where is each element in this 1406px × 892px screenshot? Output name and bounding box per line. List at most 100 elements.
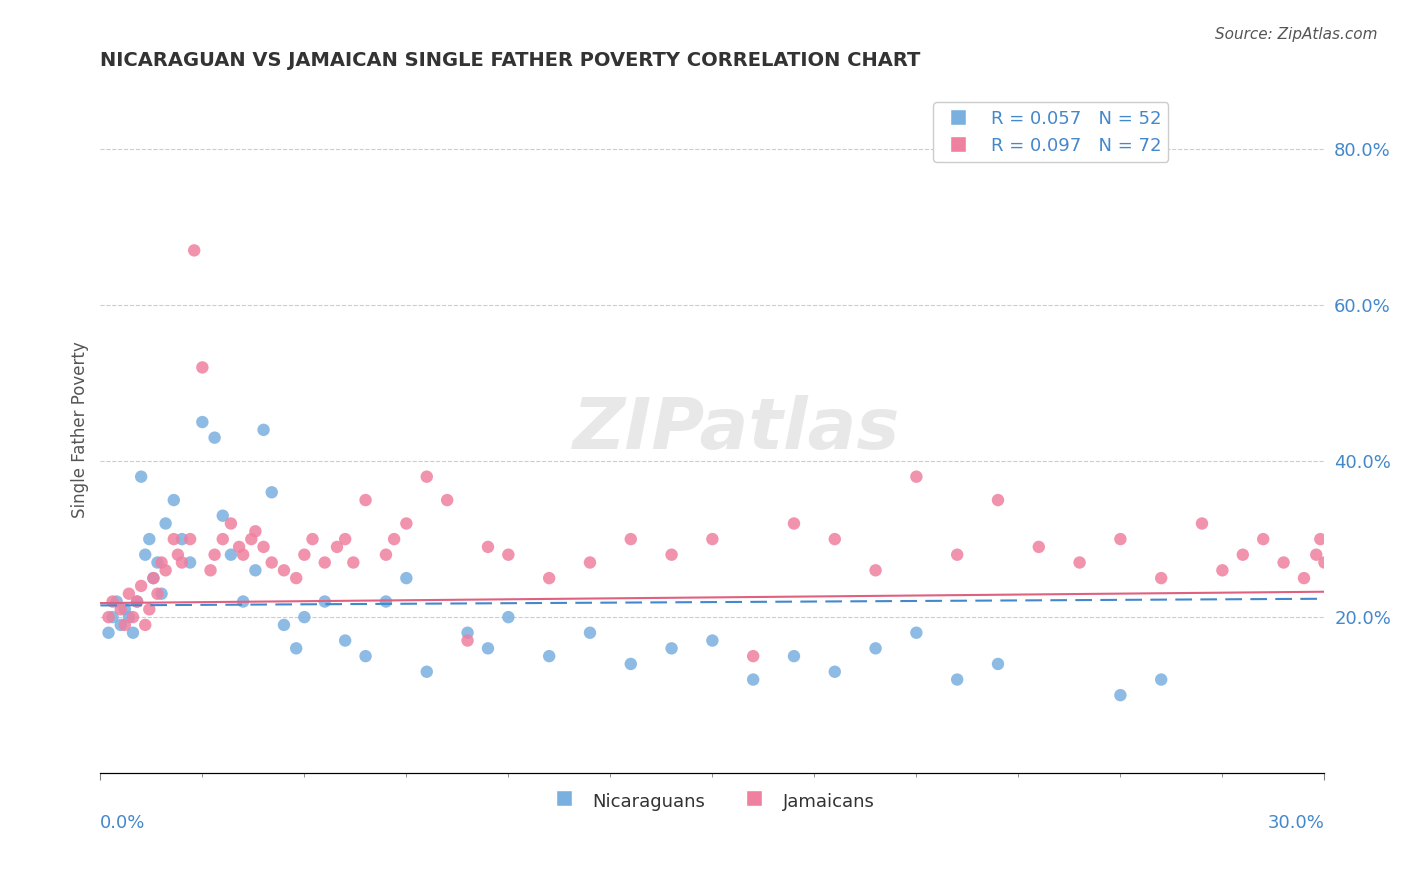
Point [1272, 556, 1295, 570]
Point [125, 594, 148, 608]
Point [498, 610, 520, 624]
Point [742, 649, 765, 664]
Point [436, 493, 458, 508]
Point [219, 548, 242, 562]
Point [122, 610, 145, 624]
Point [170, 556, 193, 570]
Legend: Nicaraguans, Jamaicans: Nicaraguans, Jamaicans [543, 782, 882, 819]
Text: ZIPatlas: ZIPatlas [574, 395, 901, 465]
Point [211, 532, 233, 546]
Point [204, 431, 226, 445]
Point [375, 594, 398, 608]
Point [146, 556, 169, 570]
Point [232, 548, 254, 562]
Point [155, 563, 177, 577]
Point [314, 556, 336, 570]
Point [1150, 673, 1173, 687]
Point [245, 524, 267, 539]
Point [142, 571, 165, 585]
Point [742, 673, 765, 687]
Point [219, 516, 242, 531]
Point [273, 618, 295, 632]
Point [342, 556, 364, 570]
Point [382, 532, 405, 546]
Point [252, 423, 274, 437]
Point [1109, 688, 1132, 702]
Point [395, 571, 418, 585]
Text: 30.0%: 30.0% [1268, 814, 1324, 832]
Point [101, 594, 124, 608]
Point [987, 657, 1010, 671]
Point [395, 516, 418, 531]
Point [326, 540, 349, 554]
Point [1292, 571, 1315, 585]
Point [620, 657, 643, 671]
Point [183, 244, 205, 258]
Point [211, 508, 233, 523]
Point [101, 610, 124, 624]
Point [204, 548, 226, 562]
Point [232, 594, 254, 608]
Point [354, 649, 377, 664]
Point [1309, 532, 1331, 546]
Point [702, 633, 724, 648]
Point [114, 602, 136, 616]
Point [824, 532, 846, 546]
Point [477, 540, 499, 554]
Text: NICARAGUAN VS JAMAICAN SINGLE FATHER POVERTY CORRELATION CHART: NICARAGUAN VS JAMAICAN SINGLE FATHER POV… [100, 51, 921, 70]
Point [1232, 548, 1254, 562]
Point [661, 641, 683, 656]
Y-axis label: Single Father Poverty: Single Father Poverty [72, 342, 89, 518]
Point [179, 556, 201, 570]
Point [946, 548, 969, 562]
Point [200, 563, 222, 577]
Point [354, 493, 377, 508]
Point [301, 532, 323, 546]
Point [579, 556, 602, 570]
Point [824, 665, 846, 679]
Point [538, 649, 561, 664]
Point [142, 571, 165, 585]
Point [179, 532, 201, 546]
Point [905, 625, 928, 640]
Point [118, 610, 141, 624]
Point [110, 618, 132, 632]
Point [905, 469, 928, 483]
Point [498, 548, 520, 562]
Point [228, 540, 250, 554]
Point [191, 360, 214, 375]
Point [273, 563, 295, 577]
Point [240, 532, 263, 546]
Point [1109, 532, 1132, 546]
Point [97, 610, 120, 624]
Point [170, 532, 193, 546]
Point [97, 625, 120, 640]
Point [1028, 540, 1050, 554]
Point [110, 602, 132, 616]
Point [134, 548, 156, 562]
Point [865, 641, 887, 656]
Point [1305, 548, 1327, 562]
Point [661, 548, 683, 562]
Point [134, 618, 156, 632]
Point [292, 610, 315, 624]
Point [260, 485, 283, 500]
Point [146, 587, 169, 601]
Point [375, 548, 398, 562]
Point [1313, 556, 1336, 570]
Point [865, 563, 887, 577]
Point [129, 579, 152, 593]
Point [129, 469, 152, 483]
Point [538, 571, 561, 585]
Point [702, 532, 724, 546]
Point [114, 618, 136, 632]
Point [783, 649, 806, 664]
Point [245, 563, 267, 577]
Point [150, 556, 173, 570]
Point [138, 602, 160, 616]
Point [285, 571, 308, 585]
Text: 0.0%: 0.0% [100, 814, 146, 832]
Point [1251, 532, 1274, 546]
Point [1150, 571, 1173, 585]
Point [783, 516, 806, 531]
